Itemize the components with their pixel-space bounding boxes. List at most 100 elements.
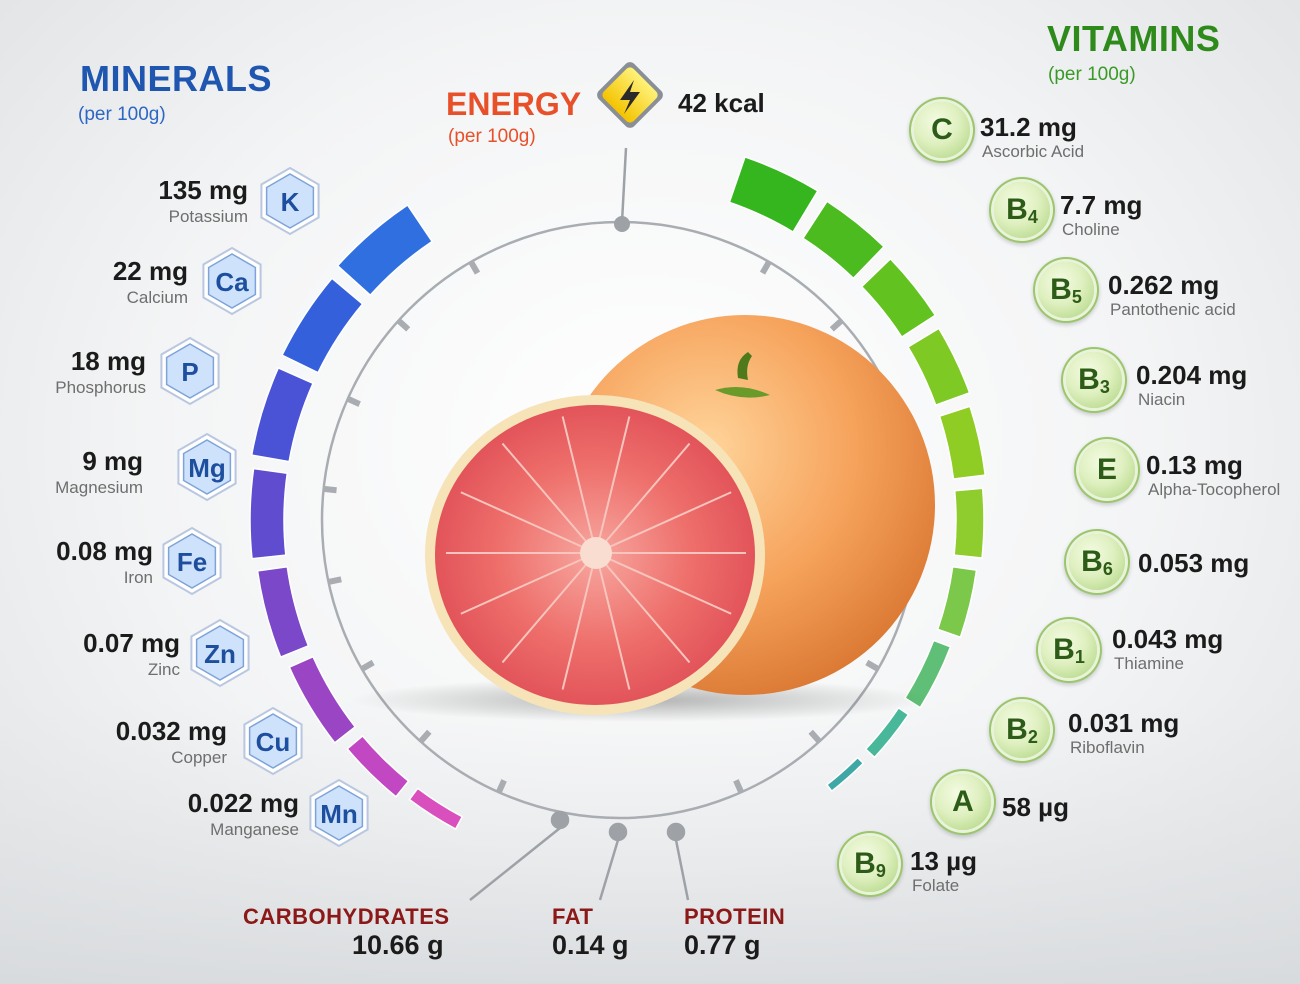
vitamin-arc-b1: [936, 565, 978, 639]
mineral-hexagon-copper: Cu: [243, 706, 303, 776]
mineral-symbol: Fe: [177, 547, 207, 577]
dial-tick: [360, 659, 375, 672]
mineral-symbol: Ca: [215, 267, 249, 297]
energy-value: 42 kcal: [678, 88, 765, 118]
vitamin-value-b1: 0.043 mg: [1112, 624, 1224, 654]
energy-connector-line: [620, 147, 628, 223]
mineral-symbol: K: [281, 187, 300, 217]
dial-ticks: [323, 260, 917, 794]
grapefruit-segment-line: [561, 552, 597, 690]
dial-tick: [468, 260, 481, 275]
vitamin-b2-icon: B2: [994, 702, 1050, 758]
vitamin-index: 4: [1027, 207, 1038, 227]
vitamin-value-b2: 0.031 mg: [1068, 708, 1180, 738]
mineral-value-calcium: 22 mg: [112, 256, 188, 286]
mineral-hexagon-phosphorus: P: [160, 336, 220, 406]
vitamin-value-b3: 0.204 mg: [1136, 360, 1248, 390]
vitamin-arc-b4: [801, 200, 886, 280]
mineral-symbol: Cu: [256, 727, 291, 757]
floor-band: [0, 700, 1300, 984]
mineral-arc-copper: [346, 734, 410, 798]
vitamin-arc-b6: [953, 487, 985, 559]
grapefruit-segment-line: [501, 442, 597, 554]
fat-dot: [608, 822, 628, 842]
mineral-name-copper: Copper: [171, 748, 227, 767]
grapefruit-segment-line: [595, 552, 732, 615]
vitamin-arc-b5: [860, 257, 937, 339]
mineral-arc-phosphorus: [250, 366, 315, 463]
mineral-value-copper: 0.032 mg: [115, 716, 227, 746]
vitamin-arc-b3: [906, 327, 971, 407]
carbohydrates-dot: [550, 810, 570, 830]
vitamin-a-icon: A: [935, 774, 991, 830]
carbohydrates-label: CARBOHYDRATES: [243, 904, 450, 929]
vitamin-letter: B: [854, 847, 876, 880]
mineral-symbol: Zn: [204, 639, 236, 669]
vitamin-index: 3: [1099, 377, 1110, 397]
vitamin-value-c: 31.2 mg: [980, 112, 1077, 142]
vitamin-b9-icon: B9: [842, 836, 898, 892]
fat-line: [598, 839, 620, 901]
vitamin-arc-b2: [903, 639, 952, 709]
mineral-symbol: Mg: [188, 453, 226, 483]
grapefruit-segment-line: [595, 552, 631, 690]
mineral-name-phosphorus: Phosphorus: [55, 378, 146, 397]
mineral-hexagon-magnesium: Mg: [177, 432, 237, 502]
vitamin-value-e: 0.13 mg: [1146, 450, 1243, 480]
vitamin-index: 6: [1102, 559, 1113, 579]
vitamin-c-icon: C: [914, 102, 970, 158]
vitamin-index: 1: [1074, 647, 1085, 667]
mineral-hexagon-zinc: Zn: [190, 618, 250, 688]
vitamin-index: 5: [1071, 287, 1082, 307]
mineral-value-zinc: 0.07 mg: [83, 628, 180, 658]
vitamin-index: 9: [875, 861, 886, 881]
dial-tick: [346, 396, 361, 407]
minerals-title: MINERALS: [80, 58, 272, 99]
vitamin-arc-e: [938, 405, 987, 480]
vitamin-letter: B: [1078, 363, 1100, 396]
vitamins-arc-segments: [728, 155, 987, 793]
vitamin-name-b4: Choline: [1062, 220, 1120, 239]
vitamin-value-b9: 13 µg: [910, 846, 978, 876]
dial-tick: [496, 779, 507, 794]
vitamin-name-b9: Folate: [912, 876, 960, 895]
dial-tick: [865, 659, 880, 672]
protein-dot: [666, 822, 686, 842]
energy-connector-dot: [614, 216, 630, 232]
vitamin-e-icon: E: [1079, 442, 1135, 498]
mineral-value-iron: 0.08 mg: [56, 536, 153, 566]
mineral-name-calcium: Calcium: [126, 288, 188, 307]
vitamin-value-a: 58 µg: [1002, 792, 1070, 822]
fat-value: 0.14 g: [552, 930, 629, 960]
grapefruit-segment-line: [501, 552, 597, 664]
mineral-name-zinc: Zinc: [147, 660, 180, 679]
mineral-value-potassium: 135 mg: [158, 175, 248, 205]
mineral-name-magnesium: Magnesium: [55, 478, 143, 497]
grapefruit-stem: [737, 352, 752, 380]
dial-tick: [829, 318, 844, 332]
carbohydrates-line: [469, 827, 561, 901]
mineral-hexagon-manganese: Mn: [309, 778, 369, 848]
vitamin-letter: E: [1096, 453, 1117, 486]
protein-value: 0.77 g: [684, 930, 761, 960]
energy-icon: [597, 62, 663, 128]
vitamin-letter: B: [1053, 633, 1075, 666]
dial-tick: [733, 779, 744, 794]
vitamin-value-b6: 0.053 mg: [1138, 548, 1250, 578]
vitamin-name-e: Alpha-Tocopherol: [1148, 480, 1281, 499]
grapefruit-segment-line: [595, 442, 691, 554]
grapefruit-segments: [446, 416, 746, 690]
grapefruit-segment-line: [460, 491, 597, 554]
vitamin-b1-icon: B1: [1041, 622, 1097, 678]
vitamin-letter: B: [1050, 273, 1072, 306]
mineral-hexagon-calcium: Ca: [202, 246, 262, 316]
grapefruit-segment-line: [595, 416, 631, 554]
vitamin-b5-icon: B5: [1038, 262, 1094, 318]
protein-line: [674, 839, 690, 901]
energy-title: ENERGY: [446, 86, 582, 122]
mineral-value-magnesium: 9 mg: [82, 446, 143, 476]
vitamin-letter: A: [952, 785, 974, 818]
mineral-value-manganese: 0.022 mg: [187, 788, 299, 818]
vitamin-name-c: Ascorbic Acid: [982, 142, 1085, 161]
